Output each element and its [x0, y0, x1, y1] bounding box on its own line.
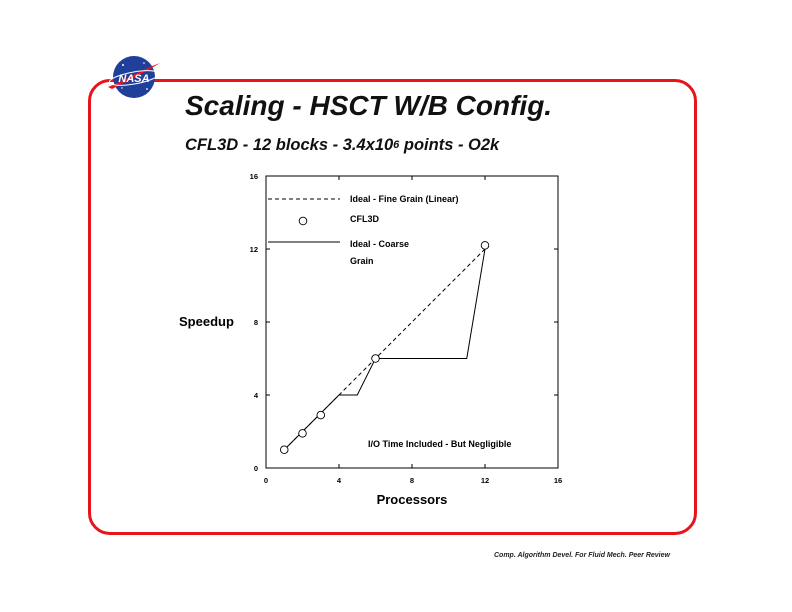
slide-footer: Comp. Algorithm Devel. For Fluid Mech. P… — [494, 552, 670, 559]
slide-title: Scaling - HSCT W/B Config. — [185, 90, 553, 121]
legend-cfl3d-marker — [298, 216, 308, 226]
ideal-coarse-grain-line — [283, 248, 486, 451]
axis-ticks: 0 4 8 12 16 0 4 8 12 16 — [250, 172, 563, 485]
cfl3d-data-point — [371, 354, 380, 363]
x-tick-label: 0 — [264, 476, 268, 485]
chart-annotation: I/O Time Included - But Negligible — [368, 439, 511, 449]
x-axis-label: Processors — [377, 492, 448, 507]
x-tick-label: 8 — [410, 476, 414, 485]
legend-cfl3d-label: CFL3D — [350, 214, 380, 224]
cfl3d-data-point — [280, 445, 289, 455]
y-tick-label: 8 — [254, 318, 258, 327]
y-tick-label: 0 — [254, 464, 258, 473]
slide-subtitle: CFL3D - 12 blocks - 3.4x106 points - O2k — [185, 136, 499, 155]
cfl3d-data-point — [316, 410, 326, 420]
y-tick-label: 12 — [250, 245, 258, 254]
subtitle-exponent: 6 — [393, 139, 400, 151]
x-tick-label: 16 — [554, 476, 562, 485]
legend-ideal-fine-label: Ideal - Fine Grain (Linear) — [350, 194, 459, 204]
nasa-logo-text: NASA — [118, 73, 149, 85]
nasa-logo-icon: NASA — [108, 56, 160, 98]
cfl3d-data-point — [298, 429, 307, 438]
subtitle-prefix: CFL3D - 12 blocks - 3.4x10 — [185, 136, 394, 154]
cfl3d-data-point — [480, 241, 490, 250]
x-tick-label: 12 — [481, 476, 489, 485]
legend-ideal-coarse-label-line1: Ideal - Coarse — [350, 239, 409, 249]
chart-marks — [280, 241, 490, 455]
y-axis-label: Speedup — [179, 314, 234, 329]
x-tick-label: 4 — [337, 476, 342, 485]
slide-frame — [88, 79, 697, 535]
y-tick-label: 4 — [254, 391, 259, 400]
y-tick-label: 16 — [250, 172, 258, 181]
legend-ideal-coarse-label-line2: Grain — [350, 256, 374, 266]
subtitle-suffix: points - O2k — [399, 136, 500, 154]
ideal-fine-grain-line — [283, 248, 486, 451]
